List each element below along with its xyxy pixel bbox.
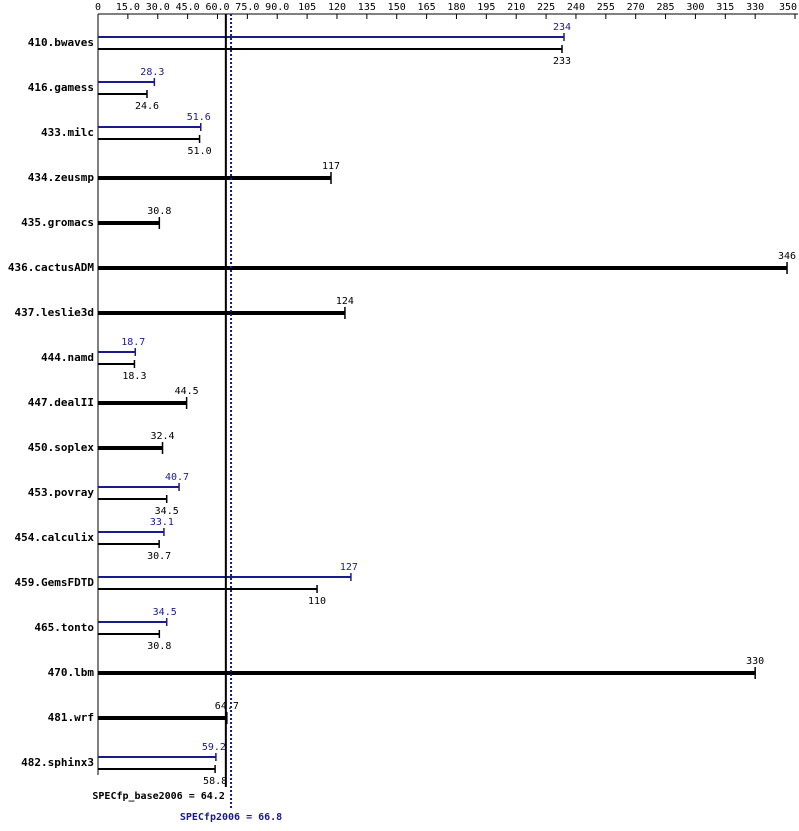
category-label: 465.tonto (34, 621, 94, 634)
category-label: 459.GemsFDTD (15, 576, 95, 589)
category-label: 436.cactusADM (8, 261, 94, 274)
x-tick-label: 270 (627, 2, 645, 13)
value-label: 233 (553, 56, 571, 67)
value-label: 18.3 (122, 371, 146, 382)
category-label: 470.lbm (48, 666, 95, 679)
value-label: 24.6 (135, 101, 159, 112)
x-tick-label: 75.0 (235, 2, 259, 13)
x-tick-label: 165 (418, 2, 436, 13)
value-label: 127 (340, 562, 358, 573)
reference-label: SPECfp2006 = 66.8 (180, 812, 282, 823)
value-label: 18.7 (121, 337, 145, 348)
x-tick-label: 45.0 (176, 2, 200, 13)
value-label: 346 (778, 251, 796, 262)
value-label: 30.7 (147, 551, 171, 562)
x-tick-label: 105 (298, 2, 316, 13)
x-tick-label: 150 (388, 2, 406, 13)
value-label: 117 (322, 161, 340, 172)
value-label: 32.4 (150, 431, 174, 442)
value-label: 51.6 (187, 112, 211, 123)
category-label: 416.gamess (28, 81, 94, 94)
value-label: 58.8 (203, 776, 227, 787)
category-label: 435.gromacs (21, 216, 94, 229)
x-tick-label: 195 (477, 2, 495, 13)
x-tick-label: 60.0 (205, 2, 229, 13)
x-tick-label: 285 (657, 2, 675, 13)
value-label: 33.1 (150, 517, 174, 528)
category-label: 447.dealII (28, 396, 94, 409)
x-tick-label: 350 (779, 2, 797, 13)
category-label: 437.leslie3d (15, 306, 94, 319)
category-label: 450.soplex (28, 441, 95, 454)
value-label: 28.3 (140, 67, 164, 78)
x-tick-label: 15.0 (116, 2, 140, 13)
category-label: 454.calculix (15, 531, 95, 544)
x-tick-label: 330 (746, 2, 764, 13)
x-tick-label: 120 (328, 2, 346, 13)
value-label: 34.5 (153, 607, 177, 618)
category-label: 433.milc (41, 126, 94, 139)
x-tick-label: 0 (95, 2, 101, 13)
category-label: 434.zeusmp (28, 171, 95, 184)
value-label: 30.8 (147, 206, 171, 217)
category-label: 444.namd (41, 351, 94, 364)
x-tick-label: 90.0 (265, 2, 289, 13)
x-tick-label: 180 (447, 2, 465, 13)
reference-label: SPECfp_base2006 = 64.2 (92, 791, 224, 802)
value-label: 110 (308, 596, 326, 607)
category-label: 481.wrf (48, 711, 94, 724)
category-label: 453.povray (28, 486, 95, 499)
value-label: 59.2 (202, 742, 226, 753)
value-label: 40.7 (165, 472, 189, 483)
x-tick-label: 300 (686, 2, 704, 13)
value-label: 234 (553, 22, 571, 33)
value-label: 34.5 (155, 506, 179, 517)
x-tick-label: 315 (716, 2, 734, 13)
value-label: 30.8 (147, 641, 171, 652)
x-tick-label: 210 (507, 2, 525, 13)
category-label: 482.sphinx3 (21, 756, 94, 769)
x-tick-label: 255 (597, 2, 615, 13)
x-tick-label: 225 (537, 2, 555, 13)
value-label: 44.5 (175, 386, 199, 397)
category-label: 410.bwaves (28, 36, 94, 49)
value-label: 51.0 (188, 146, 212, 157)
x-tick-label: 240 (567, 2, 585, 13)
x-tick-label: 135 (358, 2, 376, 13)
value-label: 330 (746, 656, 764, 667)
value-label: 124 (336, 296, 354, 307)
x-tick-label: 30.0 (146, 2, 170, 13)
